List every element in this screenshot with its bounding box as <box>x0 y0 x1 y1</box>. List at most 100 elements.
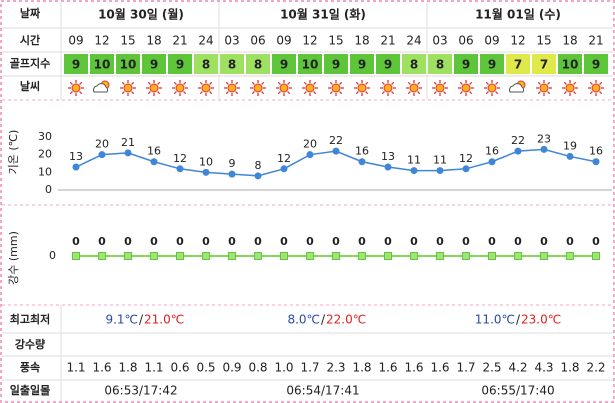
ray <box>381 81 385 85</box>
rain-point <box>202 252 210 260</box>
weather-icon <box>484 80 500 96</box>
golf-cell <box>324 54 348 74</box>
ray <box>313 91 317 95</box>
ray <box>183 81 187 85</box>
rain-point <box>332 252 340 260</box>
golf-cell <box>376 54 400 74</box>
temp-point <box>280 165 288 173</box>
separator: / <box>516 313 521 327</box>
golf-index: 9 <box>592 58 600 72</box>
time: 15 <box>120 34 135 48</box>
row-label: 강수량 <box>15 337 45 351</box>
ray <box>261 81 265 85</box>
sun <box>409 83 419 93</box>
weather-icon <box>224 80 240 96</box>
ray <box>495 91 499 95</box>
ray <box>459 91 463 95</box>
temp-point <box>358 158 366 166</box>
ray <box>443 81 447 85</box>
time: 21 <box>380 34 395 48</box>
wind: 0.5 <box>196 361 215 375</box>
rain-label: 0 <box>384 235 392 248</box>
golf-index: 8 <box>228 58 236 72</box>
ray <box>563 91 567 95</box>
rain-label: 0 <box>358 235 366 248</box>
wind: 0.9 <box>222 361 241 375</box>
sun <box>435 83 445 93</box>
rain-label: 0 <box>254 235 262 248</box>
wind: 1.7 <box>456 361 475 375</box>
ray <box>381 91 385 95</box>
separator: / <box>139 313 144 327</box>
rain-point <box>254 252 262 260</box>
ray <box>355 81 359 85</box>
sun <box>201 83 211 93</box>
sun <box>71 83 81 93</box>
temp-label: 16 <box>147 145 161 158</box>
golf-index: 8 <box>410 58 418 72</box>
rain-label: 0 <box>150 235 158 248</box>
golf-cell <box>558 54 582 74</box>
time: 12 <box>94 34 109 48</box>
rain-point <box>124 252 132 260</box>
time: 15 <box>328 34 343 48</box>
golf-index: 8 <box>254 58 262 72</box>
row-label: 골프지수 <box>10 56 50 70</box>
ray <box>391 81 395 85</box>
time: 06 <box>458 34 473 48</box>
golf-index: 9 <box>280 58 288 72</box>
rain-label: 0 <box>202 235 210 248</box>
weather-icon <box>146 80 162 96</box>
ray <box>469 81 473 85</box>
temp-point <box>332 147 340 155</box>
ray <box>79 91 83 95</box>
golf-cell <box>90 54 114 74</box>
temp-label: 21 <box>121 136 135 149</box>
golf-cell <box>298 54 322 74</box>
ray <box>573 81 577 85</box>
time: 03 <box>432 34 447 48</box>
ray <box>469 91 473 95</box>
rain-point <box>410 252 418 260</box>
weather-icon <box>406 80 422 96</box>
ray <box>547 91 551 95</box>
rain-point <box>566 252 574 260</box>
temp-point <box>228 170 236 178</box>
golf-index: 10 <box>94 58 111 72</box>
temp-label: 16 <box>485 145 499 158</box>
rain-label: 0 <box>72 235 80 248</box>
rain-label: 0 <box>332 235 340 248</box>
wind: 2.2 <box>586 361 605 375</box>
ray <box>329 91 333 95</box>
wind: 2.3 <box>326 361 345 375</box>
rain-point <box>228 252 236 260</box>
temp-point <box>436 167 444 175</box>
sun <box>357 83 367 93</box>
sun <box>331 83 341 93</box>
ray <box>131 91 135 95</box>
sun <box>305 83 315 93</box>
wind: 1.6 <box>92 361 111 375</box>
ray <box>485 81 489 85</box>
ray <box>235 81 239 85</box>
ray <box>589 91 593 95</box>
weather-icon <box>458 80 474 96</box>
row-label: 날씨 <box>20 79 40 93</box>
wind: 1.6 <box>430 361 449 375</box>
ray <box>407 81 411 85</box>
ray <box>589 81 593 85</box>
weather-icon <box>536 80 552 96</box>
ray <box>225 81 229 85</box>
temp-point <box>176 165 184 173</box>
y-tick-label: 0 <box>49 249 56 262</box>
rain-label: 0 <box>540 235 548 248</box>
temp-label: 11 <box>407 154 421 167</box>
time: 15 <box>536 34 551 48</box>
rain-point <box>72 252 80 260</box>
ray <box>69 81 73 85</box>
ray <box>251 91 255 95</box>
rain-point <box>176 252 184 260</box>
sun <box>279 83 289 93</box>
golf-index: 9 <box>358 58 366 72</box>
